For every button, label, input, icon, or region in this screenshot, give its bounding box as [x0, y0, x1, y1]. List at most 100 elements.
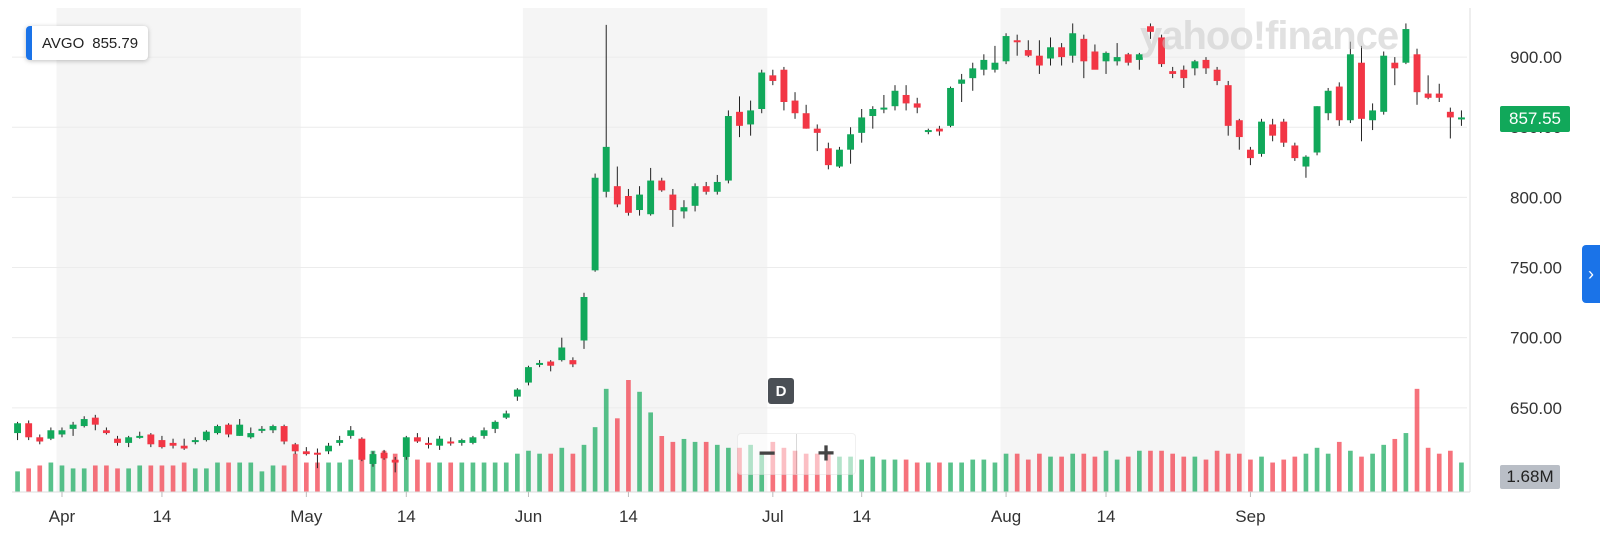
month-shading: [56, 8, 1245, 492]
candle: [669, 188, 677, 227]
candle-body: [624, 195, 632, 213]
volume-bar: [1348, 450, 1353, 492]
candle: [1413, 48, 1421, 105]
volume-bar: [559, 447, 565, 492]
candle: [1113, 43, 1121, 66]
candle: [425, 437, 432, 449]
volume-bar: [626, 380, 631, 492]
candle: [802, 104, 810, 129]
volume-bar: [948, 462, 953, 492]
volume-bar: [59, 465, 65, 492]
volume-bar: [1336, 441, 1342, 492]
volume-bar: [1148, 450, 1153, 492]
candle-body: [1191, 61, 1199, 69]
candle-body: [69, 424, 77, 429]
candle: [880, 94, 888, 114]
candle-body: [1313, 106, 1321, 153]
candle-body: [80, 419, 88, 427]
candle-body: [1124, 54, 1132, 63]
candle: [1124, 52, 1132, 66]
volume-bar: [1225, 453, 1231, 492]
volume-bar: [515, 453, 520, 492]
candle-body: [1258, 121, 1265, 154]
candle: [491, 420, 499, 434]
candle-body: [380, 452, 388, 459]
candle: [1302, 155, 1310, 178]
candle: [1346, 41, 1354, 124]
volume-bar: [1059, 456, 1064, 492]
volume-bar: [70, 468, 76, 492]
candle: [613, 166, 621, 208]
candle: [1391, 57, 1399, 86]
candle: [1380, 51, 1388, 115]
candle: [1369, 103, 1377, 131]
volume-bar: [37, 465, 43, 492]
candle-body: [913, 103, 921, 108]
candle: [280, 424, 288, 445]
candle: [958, 73, 966, 102]
zoom-in-button[interactable]: +: [796, 434, 855, 474]
candle: [647, 167, 655, 216]
volume-bar: [437, 462, 442, 492]
candle-body: [114, 438, 121, 443]
candle-body: [702, 186, 710, 192]
candle: [791, 92, 799, 119]
candle-body: [225, 424, 233, 435]
candle: [691, 183, 699, 212]
candle-body: [502, 413, 510, 418]
candle-body: [891, 90, 899, 107]
candle: [1246, 146, 1254, 166]
volume-bar: [1259, 456, 1264, 492]
volume-bar: [470, 462, 476, 492]
candle: [180, 438, 188, 450]
candle-body: [513, 389, 521, 397]
candle-body: [647, 180, 655, 215]
candle: [769, 69, 777, 86]
volume-bar: [15, 471, 20, 492]
candle-body: [669, 194, 677, 211]
candle: [302, 447, 310, 456]
candle-body: [691, 186, 699, 206]
candle: [547, 360, 555, 372]
y-tick-label: 750.00: [1510, 259, 1562, 278]
volume-bar: [403, 450, 409, 492]
zoom-out-button[interactable]: −: [758, 437, 776, 470]
volume-bar: [1025, 459, 1031, 492]
interval-badge[interactable]: D: [768, 378, 794, 404]
series-legend[interactable]: AVGO 855.79: [26, 26, 149, 60]
candle-body: [824, 148, 832, 166]
candle: [836, 146, 843, 168]
chevron-right-icon: ›: [1588, 263, 1594, 284]
x-tick-label: 14: [1097, 507, 1116, 526]
candle-body: [836, 149, 843, 167]
volume-bar: [170, 465, 176, 492]
volume-bar: [1236, 453, 1242, 492]
legend-value: 855.79: [92, 34, 139, 52]
volume-bar: [692, 441, 698, 492]
candle-body: [91, 417, 99, 425]
volume-bar: [1370, 453, 1375, 492]
candle-body: [880, 107, 888, 110]
volume-bar: [115, 468, 120, 492]
candle-body: [1435, 93, 1443, 98]
candle-body: [458, 440, 466, 443]
candle-body: [1280, 121, 1288, 143]
expand-panel-button[interactable]: ›: [1582, 245, 1600, 303]
volume-bar: [381, 450, 387, 492]
candle-body: [1035, 55, 1043, 66]
candle-body: [558, 347, 566, 361]
candle-body: [1202, 59, 1210, 69]
volume-bar: [226, 462, 231, 492]
candle-body: [1458, 117, 1465, 120]
candle-body: [158, 440, 166, 448]
candle-body: [236, 424, 244, 436]
volume-bar: [714, 444, 720, 492]
candle-body: [780, 69, 788, 102]
candle-body: [969, 68, 977, 79]
volume-bar: [359, 444, 365, 492]
volume-bar: [137, 465, 143, 492]
candle-body: [480, 430, 488, 436]
candle-body: [980, 59, 988, 70]
volume-bar: [448, 462, 454, 492]
